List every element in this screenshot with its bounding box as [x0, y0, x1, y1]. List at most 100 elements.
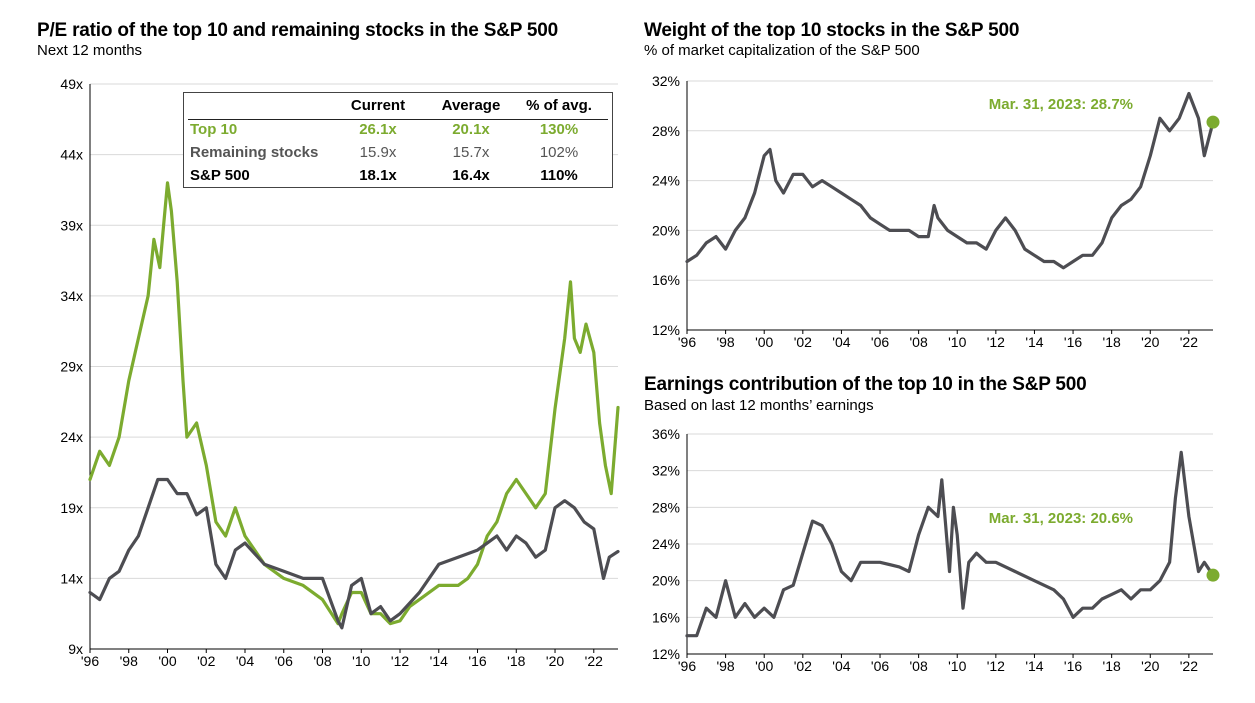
earnings-xtick-label: '08 — [910, 658, 928, 674]
weight-callout: Mar. 31, 2023: 28.7% — [989, 96, 1133, 113]
earnings-ytick-label: 36% — [652, 426, 680, 442]
earnings-chart-title: Earnings contribution of the top 10 in t… — [644, 374, 1087, 395]
weight-endpoint-marker — [1206, 115, 1220, 129]
pe-xtick-label: '04 — [236, 653, 254, 669]
weight-ytick-label: 32% — [652, 73, 680, 89]
weight-xtick-label: '06 — [871, 334, 889, 350]
earnings-xtick-label: '06 — [871, 658, 889, 674]
weight-xtick-label: '18 — [1103, 334, 1121, 350]
pe-summary-table: Current Average % of avg. Top 10 26.1x 2… — [183, 92, 613, 188]
pe-xtick-label: '02 — [197, 653, 215, 669]
weight-ytick-label: 20% — [652, 222, 680, 238]
pe-table-row-current: 18.1x — [359, 167, 397, 184]
earnings-xtick-label: '14 — [1025, 658, 1043, 674]
pe-xtick-label: '14 — [430, 653, 448, 669]
pe-table-row-name: Top 10 — [190, 121, 238, 138]
pe-table-header-average: Average — [441, 97, 501, 114]
pe-table-header-current: Current — [350, 97, 406, 114]
weight-chart-title: Weight of the top 10 stocks in the S&P 5… — [644, 20, 1020, 41]
weight-ytick-label: 16% — [652, 272, 680, 288]
earnings-chart-subtitle: Based on last 12 months’ earnings — [644, 397, 874, 414]
pe-ytick-label: 49x — [60, 76, 83, 92]
weight-ytick-label: 28% — [652, 123, 680, 139]
weight-ytick-label: 12% — [652, 322, 680, 338]
weight-xtick-label: '14 — [1025, 334, 1043, 350]
pe-table-row-pct: 130% — [539, 121, 579, 138]
pe-table-row-average: 16.4x — [452, 167, 490, 184]
earnings-xtick-label: '10 — [948, 658, 966, 674]
pe-table-row-average: 20.1x — [452, 121, 490, 138]
pe-plot: 9x 14x 19x 24x 29x 34x 39x 44x 49x '96 '98 '00 '02 '0… — [60, 76, 620, 669]
pe-table-row-current: 15.9x — [359, 144, 397, 161]
weight-xtick-label: '16 — [1064, 334, 1082, 350]
weight-xtick-label: '00 — [755, 334, 773, 350]
earnings-xtick-label: '16 — [1064, 658, 1082, 674]
pe-table-row-average: 15.7x — [452, 144, 490, 161]
pe-series-line-primary — [88, 181, 620, 626]
weight-xtick-label: '98 — [716, 334, 734, 350]
pe-ytick-label: 9x — [68, 641, 83, 657]
weight-chart-subtitle: % of market capitalization of the S&P 50… — [644, 42, 920, 59]
pe-xtick-label: '10 — [352, 653, 370, 669]
weight-plot: 12% 16% 20% 24% 28% 32% '96 '98 '00 '02 '04 '06 '08 '… — [652, 73, 1220, 350]
pe-table-row-name: Remaining stocks — [190, 144, 319, 161]
pe-xtick-label: '18 — [507, 653, 525, 669]
pe-ytick-label: 14x — [60, 570, 83, 586]
pe-ytick-label: 39x — [60, 217, 83, 233]
weight-xtick-label: '02 — [794, 334, 812, 350]
weight-xtick-label: '20 — [1141, 334, 1159, 350]
earnings-xtick-label: '02 — [794, 658, 812, 674]
pe-ytick-label: 34x — [60, 288, 83, 304]
earnings-ytick-label: 16% — [652, 609, 680, 625]
pe-xtick-label: '98 — [120, 653, 138, 669]
earnings-xtick-label: '04 — [832, 658, 850, 674]
weight-series-line-primary — [685, 91, 1215, 270]
pe-table-header-pct: % of avg. — [526, 97, 592, 114]
weight-xtick-label: '04 — [832, 334, 850, 350]
pe-table-row-name: S&P 500 — [190, 167, 250, 184]
pe-table-row-pct: 102% — [539, 144, 579, 161]
pe-chart-subtitle: Next 12 months — [37, 42, 143, 59]
weight-xtick-label: '10 — [948, 334, 966, 350]
earnings-ytick-label: 32% — [652, 463, 680, 479]
pe-ytick-label: 29x — [60, 359, 83, 375]
pe-table-header-row: Current Average % of avg. — [184, 93, 612, 115]
earnings-ytick-label: 12% — [652, 646, 680, 662]
weight-xtick-label: '96 — [678, 334, 696, 350]
earnings-xtick-label: '98 — [716, 658, 734, 674]
earnings-plot: 12% 16% 20% 24% 28% 32% 36% '96 '98 '00 '02 '04 '06 '… — [652, 426, 1220, 674]
earnings-xtick-label: '22 — [1180, 658, 1198, 674]
pe-xtick-label: '08 — [313, 653, 331, 669]
earnings-xtick-label: '12 — [987, 658, 1005, 674]
pe-xtick-label: '20 — [546, 653, 564, 669]
pe-series-line-secondary — [88, 477, 620, 630]
earnings-xtick-label: '20 — [1141, 658, 1159, 674]
pe-xtick-label: '00 — [158, 653, 176, 669]
earnings-xtick-label: '96 — [678, 658, 696, 674]
earnings-xtick-label: '00 — [755, 658, 773, 674]
earnings-ytick-label: 20% — [652, 573, 680, 589]
earnings-xtick-label: '18 — [1103, 658, 1121, 674]
pe-table-row-sp500: S&P 500 18.1x 16.4x 110% — [184, 167, 612, 189]
weight-xtick-label: '22 — [1180, 334, 1198, 350]
weight-xtick-label: '08 — [910, 334, 928, 350]
weight-ytick-label: 24% — [652, 173, 680, 189]
pe-table-header-divider — [188, 119, 608, 120]
pe-table-row-current: 26.1x — [359, 121, 397, 138]
pe-xtick-label: '12 — [391, 653, 409, 669]
pe-xtick-label: '16 — [468, 653, 486, 669]
earnings-series-line-primary — [685, 450, 1215, 638]
weight-xtick-label: '12 — [987, 334, 1005, 350]
earnings-endpoint-marker — [1206, 568, 1220, 582]
earnings-ytick-label: 28% — [652, 499, 680, 515]
pe-xtick-label: '22 — [585, 653, 603, 669]
pe-xtick-label: '06 — [275, 653, 293, 669]
earnings-ytick-label: 24% — [652, 536, 680, 552]
pe-table-row-pct: 110% — [540, 167, 578, 184]
earnings-callout: Mar. 31, 2023: 20.6% — [989, 510, 1133, 527]
pe-ytick-label: 44x — [60, 147, 83, 163]
pe-chart-title: P/E ratio of the top 10 and remaining st… — [37, 20, 559, 41]
pe-ytick-label: 19x — [60, 500, 83, 516]
pe-table-row-remaining: Remaining stocks 15.9x 15.7x 102% — [184, 144, 612, 166]
